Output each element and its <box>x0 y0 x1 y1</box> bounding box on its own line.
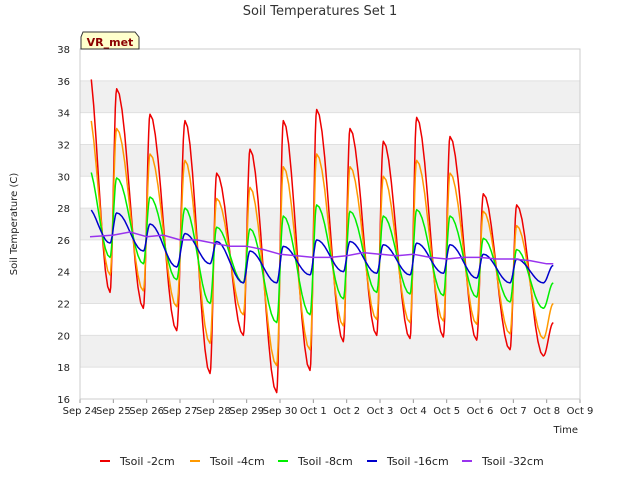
y-tick-label: 28 <box>57 204 70 215</box>
x-tick-label: Sep 27 <box>163 406 198 417</box>
y-tick-label: 30 <box>57 172 70 183</box>
x-tick-label: Oct 8 <box>533 406 560 417</box>
y-tick-label: 34 <box>57 109 70 120</box>
legend-item-tsoil-16cm: Tsoil -16cm <box>367 455 449 468</box>
series-line-tsoil-32cm <box>89 231 554 265</box>
legend-label: Tsoil -8cm <box>297 455 353 468</box>
series-layer <box>89 79 554 394</box>
series-line-tsoil-8cm <box>90 172 554 324</box>
y-axis-label: Soil Temperature (C) <box>9 173 20 276</box>
chart-title: Soil Temperatures Set 1 <box>243 4 398 19</box>
legend-item-tsoil-32cm: Tsoil -32cm <box>462 455 544 468</box>
y-tick-label: 36 <box>57 77 70 88</box>
y-tick-label: 38 <box>57 45 70 56</box>
plot-band <box>80 144 580 177</box>
y-tick-label: 26 <box>57 236 70 247</box>
x-tick-label: Oct 9 <box>567 406 594 417</box>
plot-frame <box>79 48 581 400</box>
y-tick-label: 22 <box>57 300 70 311</box>
x-tick-label: Sep 30 <box>263 406 298 417</box>
station-badge-box <box>80 31 140 50</box>
y-tick-labels: 16 18 20 22 24 26 28 30 32 34 36 38 <box>57 45 70 406</box>
plot-band <box>80 335 580 368</box>
x-tick-label: Sep 25 <box>96 406 131 417</box>
x-tick-label: Oct 6 <box>467 406 494 417</box>
legend-label: Tsoil -16cm <box>386 455 449 468</box>
station-badge: VR_met <box>80 31 140 50</box>
legend-item-tsoil-8cm: Tsoil -8cm <box>278 455 353 468</box>
legend-label: Tsoil -2cm <box>119 455 175 468</box>
x-tick-label: Sep 24 <box>63 406 98 417</box>
y-tick-label: 18 <box>57 363 70 374</box>
legend-item-tsoil-4cm: Tsoil -4cm <box>190 455 265 468</box>
legend-label: Tsoil -4cm <box>209 455 265 468</box>
legend: Tsoil -2cm Tsoil -4cm Tsoil -8cm Tsoil -16c… <box>100 455 544 468</box>
x-tick-label: Oct 1 <box>300 406 327 417</box>
y-tick-label: 20 <box>57 331 70 342</box>
x-tick-label: Oct 3 <box>367 406 394 417</box>
series-line-tsoil-16cm <box>90 209 554 284</box>
series-line-tsoil-4cm <box>90 120 554 367</box>
plot-band <box>80 271 580 304</box>
y-tick-label: 32 <box>57 140 70 151</box>
x-axis-label: Time <box>553 425 578 436</box>
x-tick-label: Sep 29 <box>229 406 264 417</box>
x-tick-label: Oct 5 <box>433 406 460 417</box>
plot-band <box>80 80 580 113</box>
legend-item-tsoil-2cm: Tsoil -2cm <box>100 455 175 468</box>
x-tick-label: Sep 26 <box>129 406 164 417</box>
legend-label: Tsoil -32cm <box>481 455 544 468</box>
x-tick-label: Oct 7 <box>500 406 527 417</box>
x-tick-label: Oct 4 <box>400 406 427 417</box>
station-badge-label: VR_met <box>87 36 134 49</box>
x-tick-label: Oct 2 <box>333 406 360 417</box>
y-tick-label: 24 <box>57 268 70 279</box>
x-tick-label: Sep 28 <box>196 406 231 417</box>
y-tick-label: 16 <box>57 395 70 406</box>
